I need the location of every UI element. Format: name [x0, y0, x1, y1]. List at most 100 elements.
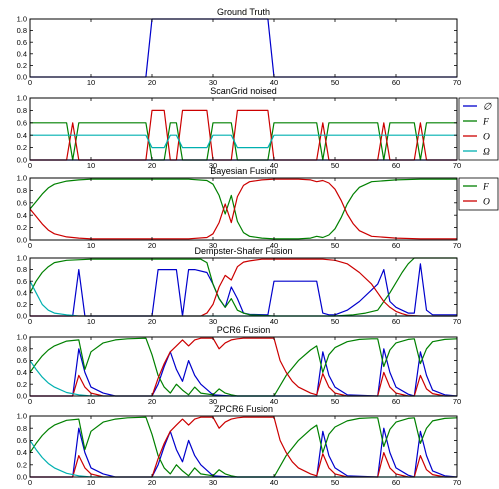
dempster-shafer-fusion-ytick-label: 0.2: [17, 300, 27, 309]
scangrid-noised-xtick-label: 30: [209, 161, 217, 170]
pcr6-fusion-xtick-label: 50: [331, 397, 339, 406]
zpcr6-fusion-ytick-label: 1.0: [17, 412, 27, 421]
pcr6-fusion-xtick-label: 60: [392, 397, 400, 406]
bayesian-fusion-ytick-label: 0.8: [17, 186, 27, 195]
pcr6-fusion-series-f-line: [30, 337, 457, 397]
ground-truth-ytick-label: 0.4: [17, 49, 27, 58]
ground-truth-xtick-label: 20: [148, 78, 156, 87]
dempster-shafer-fusion-xtick-label: 40: [270, 317, 278, 326]
bayesian-fusion-series-o-line: [30, 178, 457, 240]
pcr6-fusion-xtick-label: 40: [270, 397, 278, 406]
scangrid-noised-series-s3-line: [30, 134, 457, 149]
bayesian-fusion-xtick-label: 50: [331, 241, 339, 250]
bayesian-fusion-xtick-label: 70: [453, 241, 461, 250]
zpcr6-fusion-series-f-line: [30, 416, 457, 478]
pcr6-fusion-panel: PCR6 Fusion 0 10 20 30 40 50 60 70 0.0 0.2 0.4 0.6 0.…: [17, 325, 462, 406]
bayesian-fusion-xtick-label: 10: [87, 241, 95, 250]
zpcr6-fusion-series-s0-line: [30, 427, 457, 478]
pcr6-fusion-ytick-label: 1.0: [17, 333, 27, 342]
dempster-shafer-fusion-xtick-label: 30: [209, 317, 217, 326]
zpcr6-fusion-ytick-label: 0.8: [17, 424, 27, 433]
bayesian-fusion-xtick-label: 30: [209, 241, 217, 250]
scangrid-noised-legend-label-s3: Ω: [483, 147, 490, 157]
zpcr6-fusion-ytick-label: 0.6: [17, 436, 27, 445]
ground-truth-xtick-label: 60: [392, 78, 400, 87]
pcr6-fusion-ytick-label: 0.6: [17, 356, 27, 365]
pcr6-fusion-xtick-label: 0: [28, 397, 32, 406]
pcr6-fusion-xtick-label: 20: [148, 397, 156, 406]
dempster-shafer-fusion-series-group: [30, 257, 457, 317]
zpcr6-fusion-xtick-label: 0: [28, 478, 32, 487]
ground-truth-ytick-label: 0.2: [17, 61, 27, 70]
zpcr6-fusion-plot-frame: [29, 415, 458, 478]
bayesian-fusion-legend-label-o: O: [483, 197, 490, 207]
dempster-shafer-fusion-panel: Dempster-Shafer Fusion 0 10 20 30 40 50 60 70 0.0…: [17, 246, 462, 326]
scangrid-noised-ytick-label: 0.2: [17, 143, 27, 152]
zpcr6-fusion-ytick-label: 0.4: [17, 448, 27, 457]
pcr6-fusion-ytick-label: 0.2: [17, 380, 27, 389]
pcr6-fusion-series-o-line: [30, 337, 457, 397]
zpcr6-fusion-xtick-label: 70: [453, 478, 461, 487]
ground-truth-panel: Ground Truth 0 10 20 30 40 50 60 70 0.0 0.2 0.4 0.6 0…: [17, 7, 462, 87]
scangrid-noised-series-f-line: [30, 122, 457, 161]
bayesian-fusion-xtick-label: 20: [148, 241, 156, 250]
dempster-shafer-fusion-ytick-label: 0.4: [17, 288, 27, 297]
scangrid-noised-legend-label-o: O: [483, 132, 490, 142]
scangrid-noised-ytick-label: 0.6: [17, 118, 27, 127]
scangrid-noised-xtick-label: 60: [392, 161, 400, 170]
bayesian-fusion-title: Bayesian Fusion: [210, 166, 277, 176]
bayesian-fusion-xtick-label: 60: [392, 241, 400, 250]
dempster-shafer-fusion-xtick-label: 20: [148, 317, 156, 326]
scangrid-noised-plot-frame: [29, 97, 458, 161]
ground-truth-xtick-label: 10: [87, 78, 95, 87]
scangrid-noised-xtick-label: 50: [331, 161, 339, 170]
dempster-shafer-fusion-ytick-label: 1.0: [17, 254, 27, 263]
bayesian-fusion-plot-frame: [29, 177, 458, 241]
scangrid-noised-xtick-label: 20: [148, 161, 156, 170]
ground-truth-series-group: [30, 18, 457, 78]
zpcr6-fusion-xtick-label: 10: [87, 478, 95, 487]
dempster-shafer-fusion-xtick-label: 60: [392, 317, 400, 326]
pcr6-fusion-ytick-label: 0.8: [17, 344, 27, 353]
scangrid-noised-legend: ∅ FOΩ: [458, 97, 499, 161]
pcr6-fusion-plot-frame: [29, 336, 458, 397]
dempster-shafer-fusion-title: Dempster-Shafer Fusion: [194, 246, 292, 256]
pcr6-fusion-ytick-label: 0.0: [17, 392, 27, 401]
dempster-shafer-fusion-xtick-label: 0: [28, 317, 32, 326]
pcr6-fusion-xtick-label: 30: [209, 397, 217, 406]
ground-truth-xtick-label: 40: [270, 78, 278, 87]
dempster-shafer-fusion-ytick-label: 0.6: [17, 277, 27, 286]
zpcr6-fusion-xtick-label: 30: [209, 478, 217, 487]
bayesian-fusion-legend-label-f: F: [482, 182, 489, 192]
dempster-shafer-fusion-xtick-label: 70: [453, 317, 461, 326]
zpcr6-fusion-series-o-line: [30, 416, 457, 478]
scangrid-noised-ytick-label: 0.0: [17, 156, 27, 165]
ground-truth-plot-frame: [29, 18, 458, 78]
zpcr6-fusion-xtick-label: 60: [392, 478, 400, 487]
dempster-shafer-fusion-series-s3-line: [30, 280, 457, 317]
dempster-shafer-fusion-series-o-line: [30, 258, 457, 317]
pcr6-fusion-xtick-label: 70: [453, 397, 461, 406]
scangrid-noised-legend-box: [458, 97, 499, 161]
dempster-shafer-fusion-series-s0-line: [30, 263, 457, 317]
pcr6-fusion-xtick-label: 10: [87, 397, 95, 406]
pcr6-fusion-ytick-label: 0.4: [17, 368, 27, 377]
dempster-shafer-fusion-xtick-label: 50: [331, 317, 339, 326]
ground-truth-xtick-label: 0: [28, 78, 32, 87]
bayesian-fusion-xtick-label: 0: [28, 241, 32, 250]
ground-truth-ytick-label: 0.6: [17, 38, 27, 47]
scangrid-noised-ytick-label: 1.0: [17, 94, 27, 103]
ground-truth-title: Ground Truth: [217, 7, 270, 17]
bayesian-fusion-ytick-label: 0.4: [17, 211, 27, 220]
ground-truth-xtick-label: 50: [331, 78, 339, 87]
zpcr6-fusion-panel: ZPCR6 Fusion 0 10 20 30 40 50 60 70 0.0 0.2 0.4 0.6 0…: [17, 404, 462, 487]
bayesian-fusion-series-group: [30, 178, 457, 240]
bayesian-fusion-legend-box: [458, 177, 499, 211]
bayesian-fusion-ytick-label: 0.0: [17, 236, 27, 245]
zpcr6-fusion-ytick-label: 0.0: [17, 473, 27, 482]
bayesian-fusion-ytick-label: 1.0: [17, 174, 27, 183]
scangrid-noised-legend-label-s0: ∅: [483, 102, 492, 112]
scangrid-noised-title: ScanGrid noised: [210, 86, 277, 96]
zpcr6-fusion-ytick-label: 0.2: [17, 460, 27, 469]
